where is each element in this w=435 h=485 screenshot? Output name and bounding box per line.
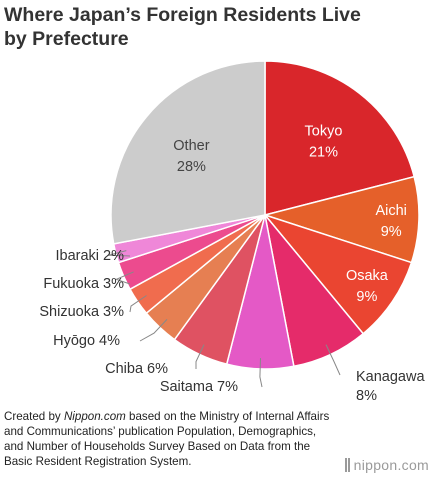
leader-line-saitama <box>259 358 263 388</box>
value-label-aichi: 9% <box>381 224 402 240</box>
label-fukuoka: Fukuoka 3% <box>43 276 124 292</box>
source-site: Nippon.com <box>63 410 126 423</box>
label-hyogo: Hyōgo 4% <box>53 333 120 349</box>
slice-aichi <box>262 175 420 264</box>
leader-line-chiba <box>195 344 205 369</box>
brand-mark-icon <box>344 458 350 472</box>
value-label-kanagawa: 8% <box>356 388 377 404</box>
leader-line-shizuoka <box>129 295 147 313</box>
leader-line-kanagawa <box>325 344 341 376</box>
brand-logo: nippon.com <box>344 457 429 473</box>
chart-title: Where Japan’s Foreign Residents Live by … <box>4 3 429 51</box>
label-shizuoka: Shizuoka 3% <box>39 304 124 320</box>
source-rest: based on the Ministry of Internal Affair… <box>4 410 330 468</box>
label-other: Other <box>173 138 209 154</box>
label-saitama: Saitama 7% <box>160 379 238 395</box>
leader-line-fukuoka <box>114 271 134 285</box>
brand-name: nippon <box>353 457 398 473</box>
slice-other <box>110 60 266 245</box>
leader-line-ibaraki <box>107 250 131 257</box>
source-prefix: Created by <box>4 410 64 423</box>
slice-osaka <box>262 213 413 335</box>
source-note: Created by Nippon.com based on the Minis… <box>4 409 334 469</box>
value-label-osaka: 9% <box>356 289 377 305</box>
title-line-1: Where Japan’s Foreign Residents Live <box>4 4 361 26</box>
value-label-other: 28% <box>177 159 206 175</box>
label-osaka: Osaka <box>346 268 389 284</box>
pie-chart: Tokyo 21% Aichi 9% Osaka 9% Kanagawa 8% Saitama … <box>39 60 425 404</box>
brand-domain: .com <box>397 457 429 473</box>
slice-tokyo <box>264 60 416 216</box>
label-tokyo: Tokyo <box>305 124 343 140</box>
leader-line-hyogo <box>139 319 168 342</box>
label-kanagawa: Kanagawa <box>356 369 425 385</box>
title-line-2: by Prefecture <box>4 28 129 50</box>
value-label-tokyo: 21% <box>309 145 338 161</box>
label-ibaraki: Ibaraki 2% <box>55 248 124 264</box>
label-chiba: Chiba 6% <box>105 361 168 377</box>
label-aichi: Aichi <box>375 203 406 219</box>
